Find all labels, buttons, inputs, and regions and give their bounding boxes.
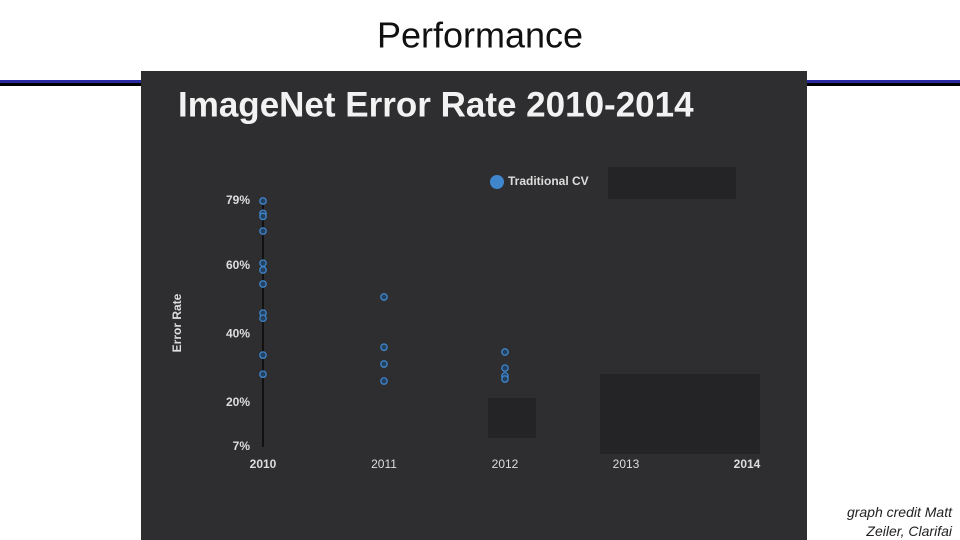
legend-marker: [490, 175, 504, 189]
point: [259, 266, 267, 274]
point: [259, 314, 267, 323]
slide-title: Performance: [377, 15, 583, 56]
point: [259, 280, 267, 288]
x-tick-label: 2010: [250, 457, 277, 471]
point: [501, 348, 509, 356]
point: [501, 364, 509, 372]
redaction: [608, 167, 736, 199]
y-tick-label: 40%: [226, 326, 250, 340]
point: [380, 360, 388, 368]
y-tick-label: 60%: [226, 258, 250, 272]
point: [259, 370, 267, 379]
point: [259, 197, 267, 205]
point: [259, 227, 267, 235]
y-tick-label: 7%: [233, 439, 251, 453]
x-tick-label: 2011: [371, 457, 397, 471]
credit: graph credit Matt Zeiler, Clarifai: [846, 504, 952, 539]
chart-title: ImageNet Error Rate 2010-2014: [178, 85, 694, 124]
x-tick-label: 2013: [613, 457, 640, 471]
redaction: [488, 398, 536, 438]
point: [380, 293, 388, 301]
point: [259, 351, 267, 359]
y-tick-label: 79%: [226, 193, 250, 207]
chart-panel: [141, 71, 807, 540]
legend-label: Traditional CV: [508, 174, 589, 188]
redaction: [600, 374, 760, 454]
point: [259, 259, 267, 268]
point: [380, 343, 388, 352]
point: [380, 377, 388, 385]
x-tick-label: 2014: [734, 457, 761, 471]
point: [259, 212, 267, 221]
point: [501, 375, 509, 383]
y-tick-label: 20%: [226, 395, 250, 409]
x-tick-label: 2012: [492, 457, 519, 471]
y-axis-label: Error Rate: [170, 293, 184, 352]
